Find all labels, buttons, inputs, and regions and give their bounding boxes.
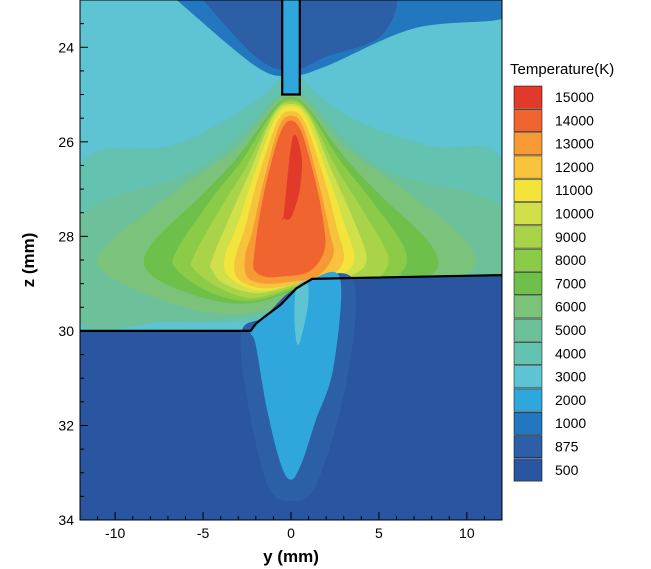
legend-label: 11000 — [555, 182, 593, 198]
legend-label: 13000 — [555, 136, 594, 152]
legend-swatch — [513, 225, 543, 249]
legend-label: 7000 — [555, 275, 586, 291]
contour-region-15000 — [281, 134, 303, 220]
legend-label: 15000 — [555, 89, 594, 105]
legend-swatch — [513, 132, 543, 156]
legend-swatch — [513, 178, 543, 202]
electrode-outline — [281, 0, 301, 96]
legend-label: 2000 — [555, 392, 586, 408]
temperature-contour-fills — [80, 0, 502, 520]
legend-label: 3000 — [555, 369, 586, 385]
y-tick-label: 30 — [58, 323, 74, 339]
legend-swatch — [513, 342, 543, 365]
legend-label: 500 — [555, 462, 579, 478]
legend-label: 5000 — [555, 322, 586, 338]
legend-swatch — [513, 248, 543, 272]
plot-area — [79, 0, 503, 521]
workpiece-surface-line — [80, 274, 502, 332]
x-tick-label: -5 — [197, 525, 210, 541]
legend-swatch — [513, 295, 543, 319]
x-axis-title: y (mm) — [263, 547, 319, 566]
legend-swatch — [513, 411, 543, 435]
legend-label: 10000 — [555, 206, 594, 222]
workpiece-region-3000 — [294, 280, 309, 346]
legend-label: 4000 — [555, 345, 586, 361]
y-tick-label: 34 — [58, 512, 74, 528]
legend-title: Temperature(K) — [510, 61, 614, 78]
legend-swatch — [513, 365, 543, 389]
legend-swatch — [513, 202, 543, 226]
legend-items: 15000 14000 13000 12000 11000 10000 9000 8000 70… — [513, 85, 594, 482]
legend-label: 14000 — [555, 112, 594, 128]
y-tick-label: 32 — [58, 417, 74, 433]
legend-label: 12000 — [555, 159, 594, 175]
legend-swatch — [513, 85, 543, 109]
x-tick-label: 5 — [375, 525, 383, 541]
legend-label: 8000 — [555, 252, 586, 268]
legend-swatch — [513, 388, 543, 412]
y-tick-label: 24 — [58, 39, 74, 55]
legend-swatch — [513, 109, 543, 132]
x-axis: -10 -5 0 5 10 — [79, 512, 503, 541]
x-tick-label: -10 — [105, 525, 125, 541]
workpiece-region-2000 — [250, 271, 342, 480]
y-tick-label: 26 — [58, 134, 74, 150]
legend-label: 9000 — [555, 229, 586, 245]
geometry-outlines — [80, 0, 502, 332]
legend-label: 1000 — [555, 415, 586, 431]
legend-swatch — [513, 155, 543, 179]
legend: Temperature(K) 15000 14000 13000 12000 11000… — [510, 61, 614, 482]
legend-swatch — [513, 435, 543, 459]
y-axis: 24 26 28 30 32 34 — [58, 0, 88, 528]
legend-swatch — [513, 458, 543, 482]
legend-label: 6000 — [555, 299, 586, 315]
legend-label: 875 — [555, 439, 579, 455]
y-axis-title: z (mm) — [19, 233, 38, 288]
legend-swatch — [513, 318, 543, 342]
electrode-body — [282, 0, 300, 95]
x-tick-label: 0 — [287, 525, 295, 541]
x-tick-label: 10 — [459, 525, 475, 541]
y-tick-label: 28 — [58, 228, 74, 244]
legend-swatch — [513, 272, 543, 295]
